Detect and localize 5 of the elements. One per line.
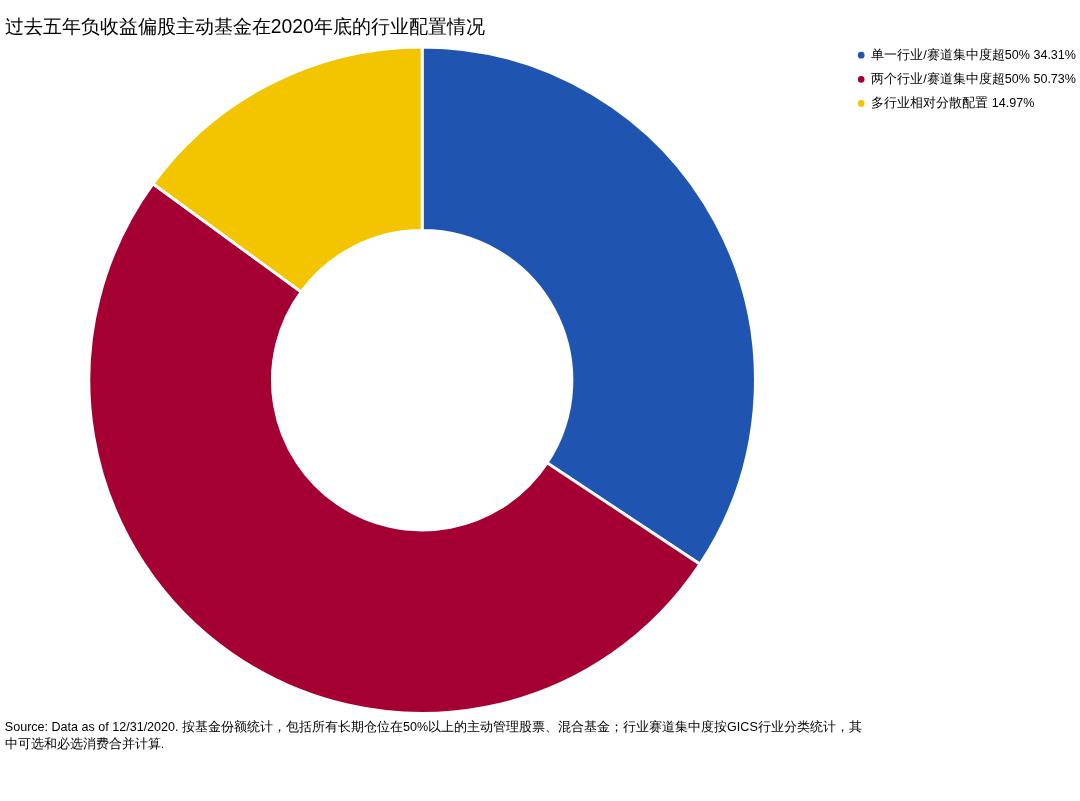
source-note: Source: Data as of 12/31/2020. 按基金份额统计，包括所有长期仓位在50%以上的主动管理股票、混合基金；行业赛道集中度按GICS行业分类统计，其中可选和必选消费合并计算.: [4, 718, 862, 752]
legend-label: 单一行业/赛道集中度超50% 34.31%: [871, 47, 1076, 63]
legend-label: 多行业相对分散配置 14.97%: [871, 96, 1035, 111]
legend-label: 两个行业/赛道集中度超50% 50.73%: [871, 71, 1076, 87]
chart-title: 过去五年负收益偏股主动基金在2020年底的行业配置情况: [4, 16, 485, 38]
